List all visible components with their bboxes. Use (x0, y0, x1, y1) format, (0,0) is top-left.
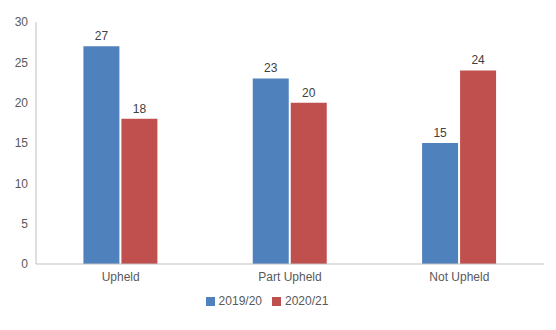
svg-text:20: 20 (302, 86, 316, 100)
svg-text:18: 18 (133, 102, 147, 116)
html-text:2019/20: 2019/20 (218, 294, 262, 308)
svg-text:Upheld: Upheld (102, 270, 140, 284)
svg-text:27: 27 (95, 29, 109, 43)
svg-text:20: 20 (15, 96, 29, 110)
html-text:2020/21: 2020/21 (285, 294, 329, 308)
svg-text:Part Upheld: Part Upheld (258, 270, 321, 284)
svg-text:0: 0 (21, 257, 28, 271)
svg-text:Not Upheld: Not Upheld (429, 270, 489, 284)
svg-text:5: 5 (21, 217, 28, 231)
svg-text:25: 25 (15, 56, 29, 70)
svg-text:23: 23 (264, 61, 278, 75)
svg-text:10: 10 (15, 177, 29, 191)
svg-text:24: 24 (471, 53, 485, 67)
svg-text:30: 30 (15, 15, 29, 29)
svg-text:15: 15 (15, 136, 29, 150)
svg-text:15: 15 (433, 126, 447, 140)
